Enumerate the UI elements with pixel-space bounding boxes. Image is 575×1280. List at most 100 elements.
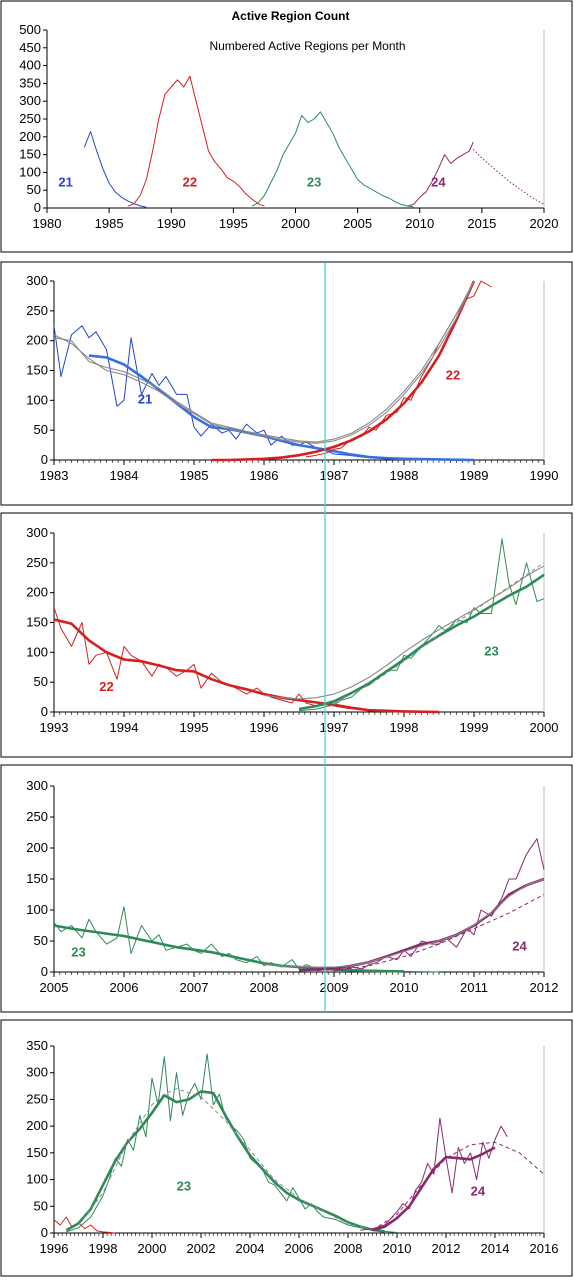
series-line-cycle-22-raw [127,75,265,207]
x-tick-label: 1994 [110,720,139,735]
x-tick-label: 2015 [467,216,496,231]
y-tick-label: 0 [34,200,41,215]
x-tick-label: 2010 [383,1241,412,1256]
y-tick-label: 50 [34,674,48,689]
y-tick-label: 200 [26,840,48,855]
y-tick-label: 150 [26,1145,48,1160]
cycle-label-23: 23 [484,643,498,658]
y-tick-label: 150 [26,363,48,378]
series-line-cycle-22-smooth [211,280,476,462]
y-tick-label: 450 [19,40,41,55]
y-tick-label: 300 [26,273,48,288]
series-line-cycle-24-smooth [372,1146,496,1232]
cycle-label-23: 23 [307,175,321,190]
chart-panel-5: 0 50 100 150 200 250 300 350 1996 1998 2000 2002 200… [0,1019,573,1277]
y-tick-label: 200 [19,129,41,144]
series-line-cycle-22-raw [53,607,377,712]
y-tick-label: 0 [41,1225,48,1240]
series-line-cycle-24-raw [360,1117,508,1231]
series-line-cycle-gray-smooth [53,280,475,443]
y-tick-label: 250 [26,1091,48,1106]
x-tick-label: 1987 [320,468,349,483]
cycle-label-21: 21 [58,175,72,190]
series-line-cycle-23-smooth [298,573,545,711]
series-line-cycle-gray-smooth [263,878,545,968]
cycle-label-24: 24 [512,938,527,953]
x-tick-label: 2005 [40,980,69,995]
y-tick-label: 100 [26,902,48,917]
x-tick-label: 2002 [187,1241,216,1256]
y-tick-label: 100 [26,392,48,407]
x-tick-label: 1995 [219,216,248,231]
y-tick-label: 300 [26,525,48,540]
chart-panel-4: 0 50 100 150 200 250 300 2005 2006 2007 2008 2009 20… [0,764,573,1013]
x-tick-label: 2005 [343,216,372,231]
y-tick-label: 250 [26,303,48,318]
x-tick-label: 1986 [250,468,279,483]
chart-panel-2: 0 50 100 150 200 250 300 1983 1984 1985 1986 1987 19… [0,261,573,506]
cycle-label-22: 22 [183,175,197,190]
series-line-cycle-24-dashed [372,1141,545,1231]
series-line-cycle-24-raw [407,141,474,207]
y-tick-label: 50 [34,933,48,948]
panel-frame [0,764,573,1013]
y-tick-label: 100 [19,164,41,179]
x-tick-label: 2020 [530,216,559,231]
y-tick-label: 350 [19,75,41,90]
y-tick-label: 0 [41,704,48,719]
x-tick-label: 2014 [481,1241,510,1256]
series-line-cycle-23-raw [251,111,414,208]
series-line-cycle-21-raw [83,131,147,208]
x-tick-label: 1990 [530,468,559,483]
y-tick-label: 250 [26,809,48,824]
x-tick-label: 2006 [110,980,139,995]
x-tick-label: 2010 [405,216,434,231]
chart-panel-3: 0 50 100 150 200 250 300 1993 1994 1995 1996 1997 19… [0,512,573,758]
cycle-label-24: 24 [431,175,446,190]
y-tick-label: 250 [19,111,41,126]
x-tick-label: 2000 [530,720,559,735]
panel-frame [0,512,573,758]
y-tick-label: 150 [26,615,48,630]
x-tick-label: 1983 [40,468,69,483]
x-tick-label: 1999 [460,720,489,735]
x-tick-label: 2008 [250,980,279,995]
series-line-cycle-22-smooth [53,618,440,714]
series-line-cycle-24-smooth [298,877,545,972]
series-line-cycle-24-dashed [333,894,545,972]
y-tick-label: 350 [26,1038,48,1053]
y-tick-label: 250 [26,555,48,570]
x-tick-label: 1990 [157,216,186,231]
series-line-cycle-24-raw [316,838,545,972]
x-tick-label: 2000 [138,1241,167,1256]
x-tick-label: 1985 [95,216,124,231]
x-tick-label: 1998 [390,720,419,735]
y-tick-label: 500 [19,22,41,37]
y-tick-label: 300 [19,93,41,108]
y-tick-label: 200 [26,585,48,600]
x-tick-label: 2011 [460,980,488,995]
series-line-cycle-gray-smooth [53,280,475,444]
x-tick-label: 1984 [110,468,139,483]
y-tick-label: 150 [19,147,41,162]
y-tick-label: 200 [26,1118,48,1133]
x-tick-label: 2009 [320,980,349,995]
chart-subtitle: Numbered Active Regions per Month [209,39,405,53]
x-tick-label: 2012 [432,1241,461,1256]
x-tick-label: 1997 [320,720,349,735]
cycle-label-22: 22 [99,679,113,694]
cycle-label-23: 23 [71,945,85,960]
y-tick-label: 150 [26,871,48,886]
x-tick-label: 2000 [281,216,310,231]
x-tick-label: 2016 [530,1241,559,1256]
x-tick-label: 1980 [33,216,62,231]
x-tick-label: 2004 [236,1241,265,1256]
x-tick-label: 1995 [180,720,209,735]
series-line-cycle-23-smooth [65,1090,385,1233]
x-tick-label: 2008 [334,1241,363,1256]
y-tick-label: 300 [26,1065,48,1080]
x-tick-label: 1993 [40,720,69,735]
y-tick-label: 50 [34,1198,48,1213]
x-tick-label: 1996 [40,1241,69,1256]
